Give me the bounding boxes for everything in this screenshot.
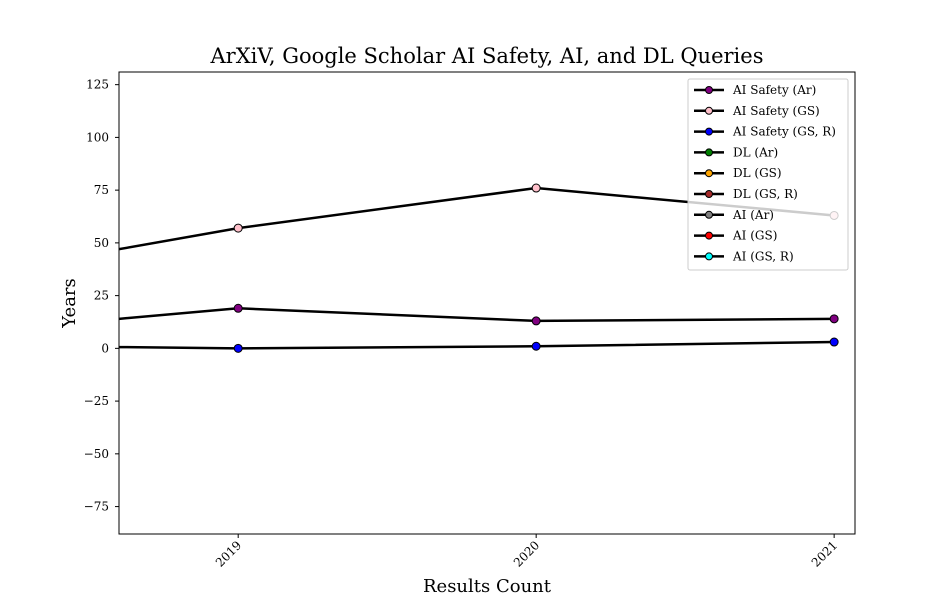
- legend-item[interactable]: AI Safety (GS, R): [694, 125, 836, 139]
- legend-item[interactable]: AI (Ar): [694, 208, 774, 222]
- legend-label: AI (Ar): [732, 208, 774, 222]
- legend-marker: [705, 148, 713, 157]
- series-layer: [119, 183, 839, 353]
- legend-marker: [705, 190, 713, 198]
- legend-label: AI Safety (Ar): [732, 83, 816, 97]
- legend-item[interactable]: AI Safety (GS): [694, 104, 820, 118]
- legend-item[interactable]: AI (GS): [694, 229, 777, 243]
- data-point: [829, 314, 839, 324]
- y-axis: −75 −50 −25 0 25 50 75 100 125: [84, 78, 119, 514]
- series-line: [119, 340, 835, 350]
- legend-label: AI (GS, R): [732, 249, 794, 263]
- legend-label: DL (GS, R): [733, 187, 798, 201]
- legend-marker: [705, 169, 713, 178]
- y-tick-label: −50: [84, 447, 109, 461]
- legend-marker: [705, 127, 713, 136]
- data-point: [233, 303, 243, 313]
- y-tick-label: −75: [84, 500, 109, 514]
- legend-frame: [687, 78, 849, 271]
- y-tick-label: 0: [101, 341, 109, 355]
- series-line: [119, 307, 835, 323]
- data-point: [531, 341, 541, 351]
- x-axis: 2019 2020 2021: [213, 534, 840, 570]
- legend-item[interactable]: AI (GS, R): [694, 249, 794, 263]
- y-axis-label: Years: [59, 278, 80, 329]
- legend-label: DL (Ar): [733, 145, 778, 159]
- x-tick-label: 2021: [809, 538, 840, 569]
- legend-item[interactable]: DL (Ar): [694, 145, 778, 159]
- legend-item[interactable]: DL (GS): [694, 166, 782, 180]
- data-point: [233, 343, 243, 353]
- data-point: [531, 316, 541, 326]
- series-ai-safety-ar: [119, 303, 839, 326]
- y-tick-label: 75: [94, 183, 109, 197]
- legend-marker: [705, 86, 713, 94]
- legend-label: DL (GS): [733, 166, 782, 180]
- legend-marker: [705, 231, 713, 240]
- y-tick-label: 25: [94, 289, 109, 303]
- y-tick-label: 100: [86, 130, 109, 144]
- plot-area: [118, 71, 856, 535]
- x-tick-label: 2020: [511, 538, 542, 569]
- legend-marker: [705, 106, 713, 115]
- legend-marker: [705, 252, 713, 261]
- chart-title: ArXiV, Google Scholar AI Safety, AI, and…: [210, 44, 764, 68]
- series-line: [119, 186, 835, 251]
- y-tick-label: 125: [86, 78, 109, 92]
- legend-marker: [705, 210, 713, 219]
- y-tick-label: −25: [84, 394, 109, 408]
- legend-label: AI (GS): [732, 229, 777, 243]
- data-point: [233, 223, 243, 233]
- y-tick-label: 50: [94, 236, 109, 250]
- legend[interactable]: AI Safety (Ar) AI Safety (GS) AI Safety (G…: [687, 78, 849, 271]
- plot-frame: [118, 71, 856, 535]
- data-point: [829, 337, 839, 347]
- series-ai-safety-gs-r: [119, 337, 839, 353]
- x-axis-label: Results Count: [423, 576, 552, 597]
- legend-item[interactable]: AI Safety (Ar): [694, 83, 816, 97]
- legend-item[interactable]: DL (GS, R): [694, 187, 798, 201]
- legend-label: AI Safety (GS): [732, 104, 820, 118]
- data-point: [531, 183, 541, 193]
- x-tick-label: 2019: [213, 538, 244, 569]
- legend-label: AI Safety (GS, R): [732, 125, 836, 139]
